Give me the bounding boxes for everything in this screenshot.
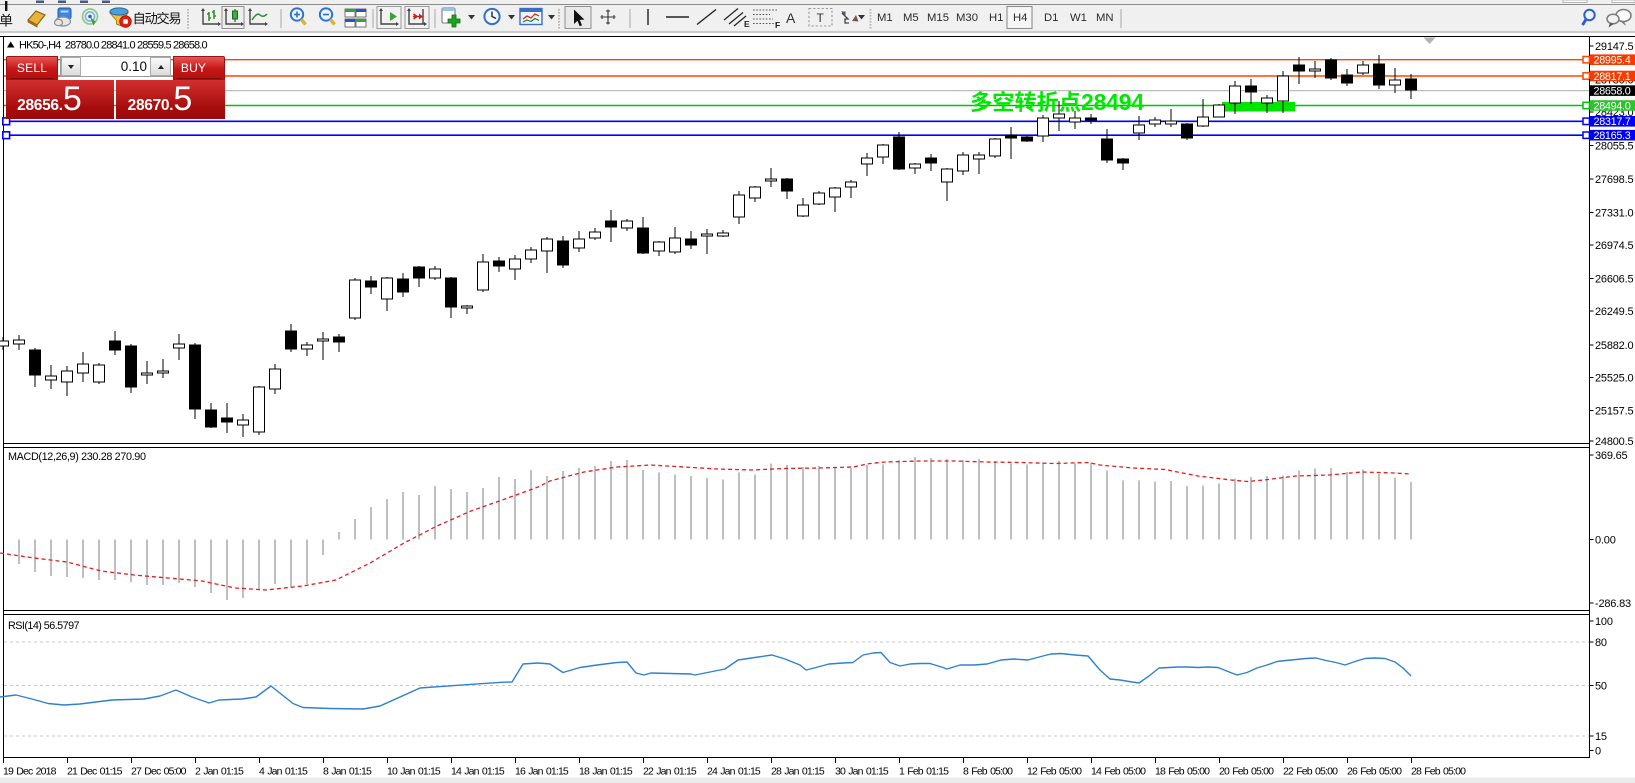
svg-text:28 Feb 05:00: 28 Feb 05:00 bbox=[1411, 766, 1466, 778]
svg-text:M5: M5 bbox=[903, 12, 919, 24]
svg-text:27698.5: 27698.5 bbox=[1595, 174, 1633, 186]
svg-text:15: 15 bbox=[1595, 731, 1607, 743]
svg-text:28817.1: 28817.1 bbox=[1594, 71, 1631, 83]
svg-text:27 Dec 05:00: 27 Dec 05:00 bbox=[131, 766, 187, 778]
svg-text:H4: H4 bbox=[1013, 12, 1027, 24]
svg-text:T: T bbox=[817, 11, 825, 25]
svg-text:24 Jan 01:15: 24 Jan 01:15 bbox=[707, 766, 761, 778]
svg-text:20 Feb 05:00: 20 Feb 05:00 bbox=[1219, 766, 1274, 778]
svg-text:100: 100 bbox=[1595, 616, 1613, 628]
svg-text:18 Feb 05:00: 18 Feb 05:00 bbox=[1155, 766, 1210, 778]
svg-text:369.65: 369.65 bbox=[1595, 450, 1628, 462]
svg-text:28995.4: 28995.4 bbox=[1594, 55, 1631, 67]
svg-text:26974.5: 26974.5 bbox=[1595, 240, 1633, 252]
svg-text:28 Jan 01:15: 28 Jan 01:15 bbox=[771, 766, 825, 778]
svg-text:RSI(14) 56.5797: RSI(14) 56.5797 bbox=[8, 620, 80, 632]
svg-text:26249.5: 26249.5 bbox=[1595, 306, 1633, 318]
svg-text:0.00: 0.00 bbox=[1595, 535, 1616, 547]
svg-text:E: E bbox=[744, 19, 750, 29]
svg-text:1 Feb 01:15: 1 Feb 01:15 bbox=[899, 766, 949, 778]
svg-text:29147.5: 29147.5 bbox=[1595, 41, 1633, 53]
svg-text:27331.0: 27331.0 bbox=[1595, 207, 1633, 219]
svg-text:50: 50 bbox=[1595, 681, 1607, 693]
svg-text:26 Feb 05:00: 26 Feb 05:00 bbox=[1347, 766, 1402, 778]
svg-text:8 Feb 05:00: 8 Feb 05:00 bbox=[963, 766, 1013, 778]
svg-text:25882.0: 25882.0 bbox=[1595, 340, 1633, 352]
svg-text:14 Jan 01:15: 14 Jan 01:15 bbox=[451, 766, 505, 778]
svg-text:10 Jan 01:15: 10 Jan 01:15 bbox=[387, 766, 441, 778]
svg-text:D1: D1 bbox=[1044, 12, 1058, 24]
svg-text:2 Jan 01:15: 2 Jan 01:15 bbox=[195, 766, 244, 778]
svg-text:H1: H1 bbox=[989, 12, 1003, 24]
svg-text:HK50-,H4 28780.0 28841.0 2855: HK50-,H4 28780.0 28841.0 28559.5 28658.0 bbox=[19, 40, 208, 52]
svg-text:22 Feb 05:00: 22 Feb 05:00 bbox=[1283, 766, 1338, 778]
svg-text:4 Jan 01:15: 4 Jan 01:15 bbox=[259, 766, 308, 778]
svg-text:28658.0: 28658.0 bbox=[1594, 85, 1631, 97]
svg-text:18 Jan 01:15: 18 Jan 01:15 bbox=[579, 766, 633, 778]
svg-text:F: F bbox=[775, 20, 780, 30]
svg-text:M30: M30 bbox=[956, 12, 978, 24]
svg-text:28494: 28494 bbox=[1081, 89, 1144, 115]
svg-text:MN: MN bbox=[1096, 12, 1114, 24]
svg-text:25157.5: 25157.5 bbox=[1595, 405, 1633, 417]
svg-text:8 Jan 01:15: 8 Jan 01:15 bbox=[323, 766, 372, 778]
svg-text:0: 0 bbox=[1595, 746, 1601, 758]
svg-text:21 Dec 01:15: 21 Dec 01:15 bbox=[67, 766, 123, 778]
svg-text:A: A bbox=[786, 10, 796, 26]
svg-text:25525.0: 25525.0 bbox=[1595, 372, 1633, 384]
svg-text:26606.5: 26606.5 bbox=[1595, 274, 1633, 286]
svg-text:M1: M1 bbox=[877, 12, 893, 24]
svg-text:W1: W1 bbox=[1070, 12, 1087, 24]
svg-text:80: 80 bbox=[1595, 637, 1607, 649]
svg-text:22 Jan 01:15: 22 Jan 01:15 bbox=[643, 766, 697, 778]
svg-text:28494.0: 28494.0 bbox=[1594, 100, 1631, 112]
svg-text:-286.83: -286.83 bbox=[1595, 598, 1631, 610]
svg-text:14 Feb 05:00: 14 Feb 05:00 bbox=[1091, 766, 1146, 778]
svg-text:28165.3: 28165.3 bbox=[1594, 130, 1631, 142]
svg-text:30 Jan 01:15: 30 Jan 01:15 bbox=[835, 766, 889, 778]
svg-text:19 Dec 2018: 19 Dec 2018 bbox=[3, 766, 57, 778]
svg-text:24800.5: 24800.5 bbox=[1595, 436, 1633, 448]
svg-text:16 Jan 01:15: 16 Jan 01:15 bbox=[515, 766, 569, 778]
svg-text:M15: M15 bbox=[927, 12, 949, 24]
svg-text:MACD(12,26,9) 230.28 270.90: MACD(12,26,9) 230.28 270.90 bbox=[8, 451, 146, 463]
svg-text:28055.5: 28055.5 bbox=[1595, 141, 1633, 153]
svg-text:28317.7: 28317.7 bbox=[1594, 116, 1631, 128]
svg-text:12 Feb 05:00: 12 Feb 05:00 bbox=[1027, 766, 1082, 778]
